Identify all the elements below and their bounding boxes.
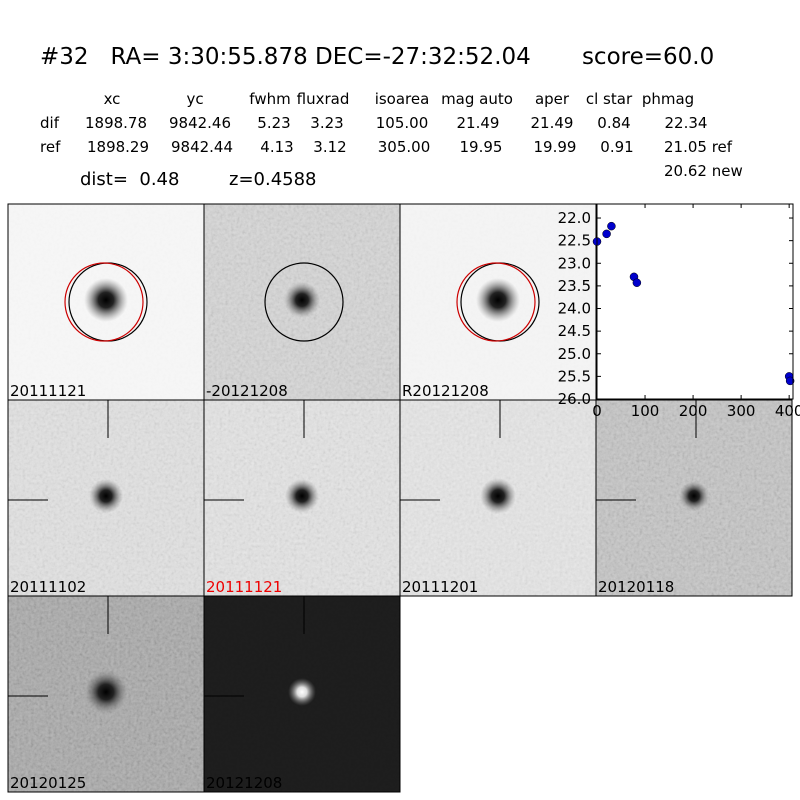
table-cell: 21.49	[531, 114, 574, 132]
table-cell: 0.91	[600, 138, 633, 156]
table-cell: 4.13	[260, 138, 293, 156]
point	[607, 221, 616, 231]
stamp: 20111121	[203, 399, 401, 597]
stamp-frame	[595, 399, 793, 597]
aperture	[456, 262, 536, 342]
stamp: 20111102	[7, 399, 205, 597]
source	[476, 278, 520, 322]
y-tick-label: 24.0	[558, 300, 591, 318]
source	[284, 282, 320, 318]
source	[89, 479, 123, 513]
phmag-new: 20.62 new	[664, 162, 743, 180]
x-tick-label: 0	[592, 402, 602, 420]
column-header: aper	[535, 90, 570, 108]
column-header: isoarea	[375, 90, 430, 108]
stamp: R20121208	[399, 203, 597, 401]
column-header: xc	[104, 90, 121, 108]
column-header: yc	[186, 90, 203, 108]
stamp-label: 20120118	[598, 578, 674, 596]
table-cell: 305.00	[378, 138, 431, 156]
table-cell: 22.34	[665, 114, 708, 132]
column-header: phmag	[642, 90, 694, 108]
stamp-label: -20121208	[206, 382, 288, 400]
y-tick-label: 23.5	[558, 277, 591, 295]
y-tick-label: 25.5	[558, 367, 591, 385]
plot-frame	[596, 203, 794, 400]
table-cell: 1898.78	[85, 114, 147, 132]
table-cell: 1898.29	[87, 138, 149, 156]
y-tick-label: 25.0	[558, 345, 591, 363]
point	[632, 278, 642, 287]
dist: dist= 0.48	[80, 169, 179, 190]
x-tick-label: 100	[631, 402, 660, 420]
y-tick-label: 24.5	[558, 322, 591, 340]
x-tick-label: 200	[679, 402, 708, 420]
stamp: 20121208	[203, 595, 401, 793]
aperture	[264, 262, 344, 342]
point	[785, 376, 795, 386]
column-header: mag auto	[441, 90, 513, 108]
stamp: 20111201	[399, 399, 597, 597]
stamp: 20120118	[595, 399, 793, 597]
stamp-label: 20111121	[10, 382, 86, 400]
table-cell: 21.49	[457, 114, 500, 132]
x-tick-label: 400	[775, 402, 800, 420]
stamp-label: R20121208	[402, 382, 489, 400]
table-cell: 0.84	[597, 114, 630, 132]
x-tick-label: 300	[727, 402, 756, 420]
stamp-label: 20120125	[10, 774, 86, 792]
point	[602, 229, 611, 239]
y-tick-label: 22.5	[558, 232, 591, 250]
row-label: dif	[40, 114, 60, 132]
y-tick-label: 26.0	[558, 390, 591, 408]
stamp: 20120125	[7, 595, 205, 793]
stamp-frame	[203, 595, 401, 793]
source	[288, 678, 316, 706]
source	[679, 481, 709, 511]
table-cell: 105.00	[376, 114, 429, 132]
y-tick-label: 23.0	[558, 254, 591, 272]
column-header: fluxrad	[297, 90, 350, 108]
table-cell: 5.23	[257, 114, 290, 132]
redshift: z=0.4588	[229, 169, 317, 190]
source	[480, 478, 516, 514]
table-cell: 19.99	[534, 138, 577, 156]
stamp: 20111121	[7, 203, 205, 401]
source	[285, 479, 319, 513]
source	[84, 670, 128, 714]
stamp-label: 20111102	[10, 578, 86, 596]
aperture	[64, 262, 144, 342]
table-cell: 9842.44	[171, 138, 233, 156]
stamp-label: 20111121	[206, 578, 282, 596]
stamp-label: 20121208	[206, 774, 282, 792]
table-cell: 3.23	[310, 114, 343, 132]
source	[84, 278, 128, 322]
column-header: cl star	[586, 90, 633, 108]
plot-area	[597, 204, 793, 399]
y-tick-label: 22.0	[558, 209, 591, 227]
column-header: fwhm	[249, 90, 290, 108]
stamp-label: 20111201	[402, 578, 478, 596]
table-cell: 9842.46	[169, 114, 231, 132]
table-cell: 21.05 ref	[664, 138, 733, 156]
row-label: ref	[40, 138, 61, 156]
title: #32 RA= 3:30:55.878 DEC=-27:32:52.04 sco…	[40, 44, 714, 70]
stamp: -20121208	[203, 203, 401, 401]
table-cell: 19.95	[460, 138, 503, 156]
table-cell: 3.12	[313, 138, 346, 156]
